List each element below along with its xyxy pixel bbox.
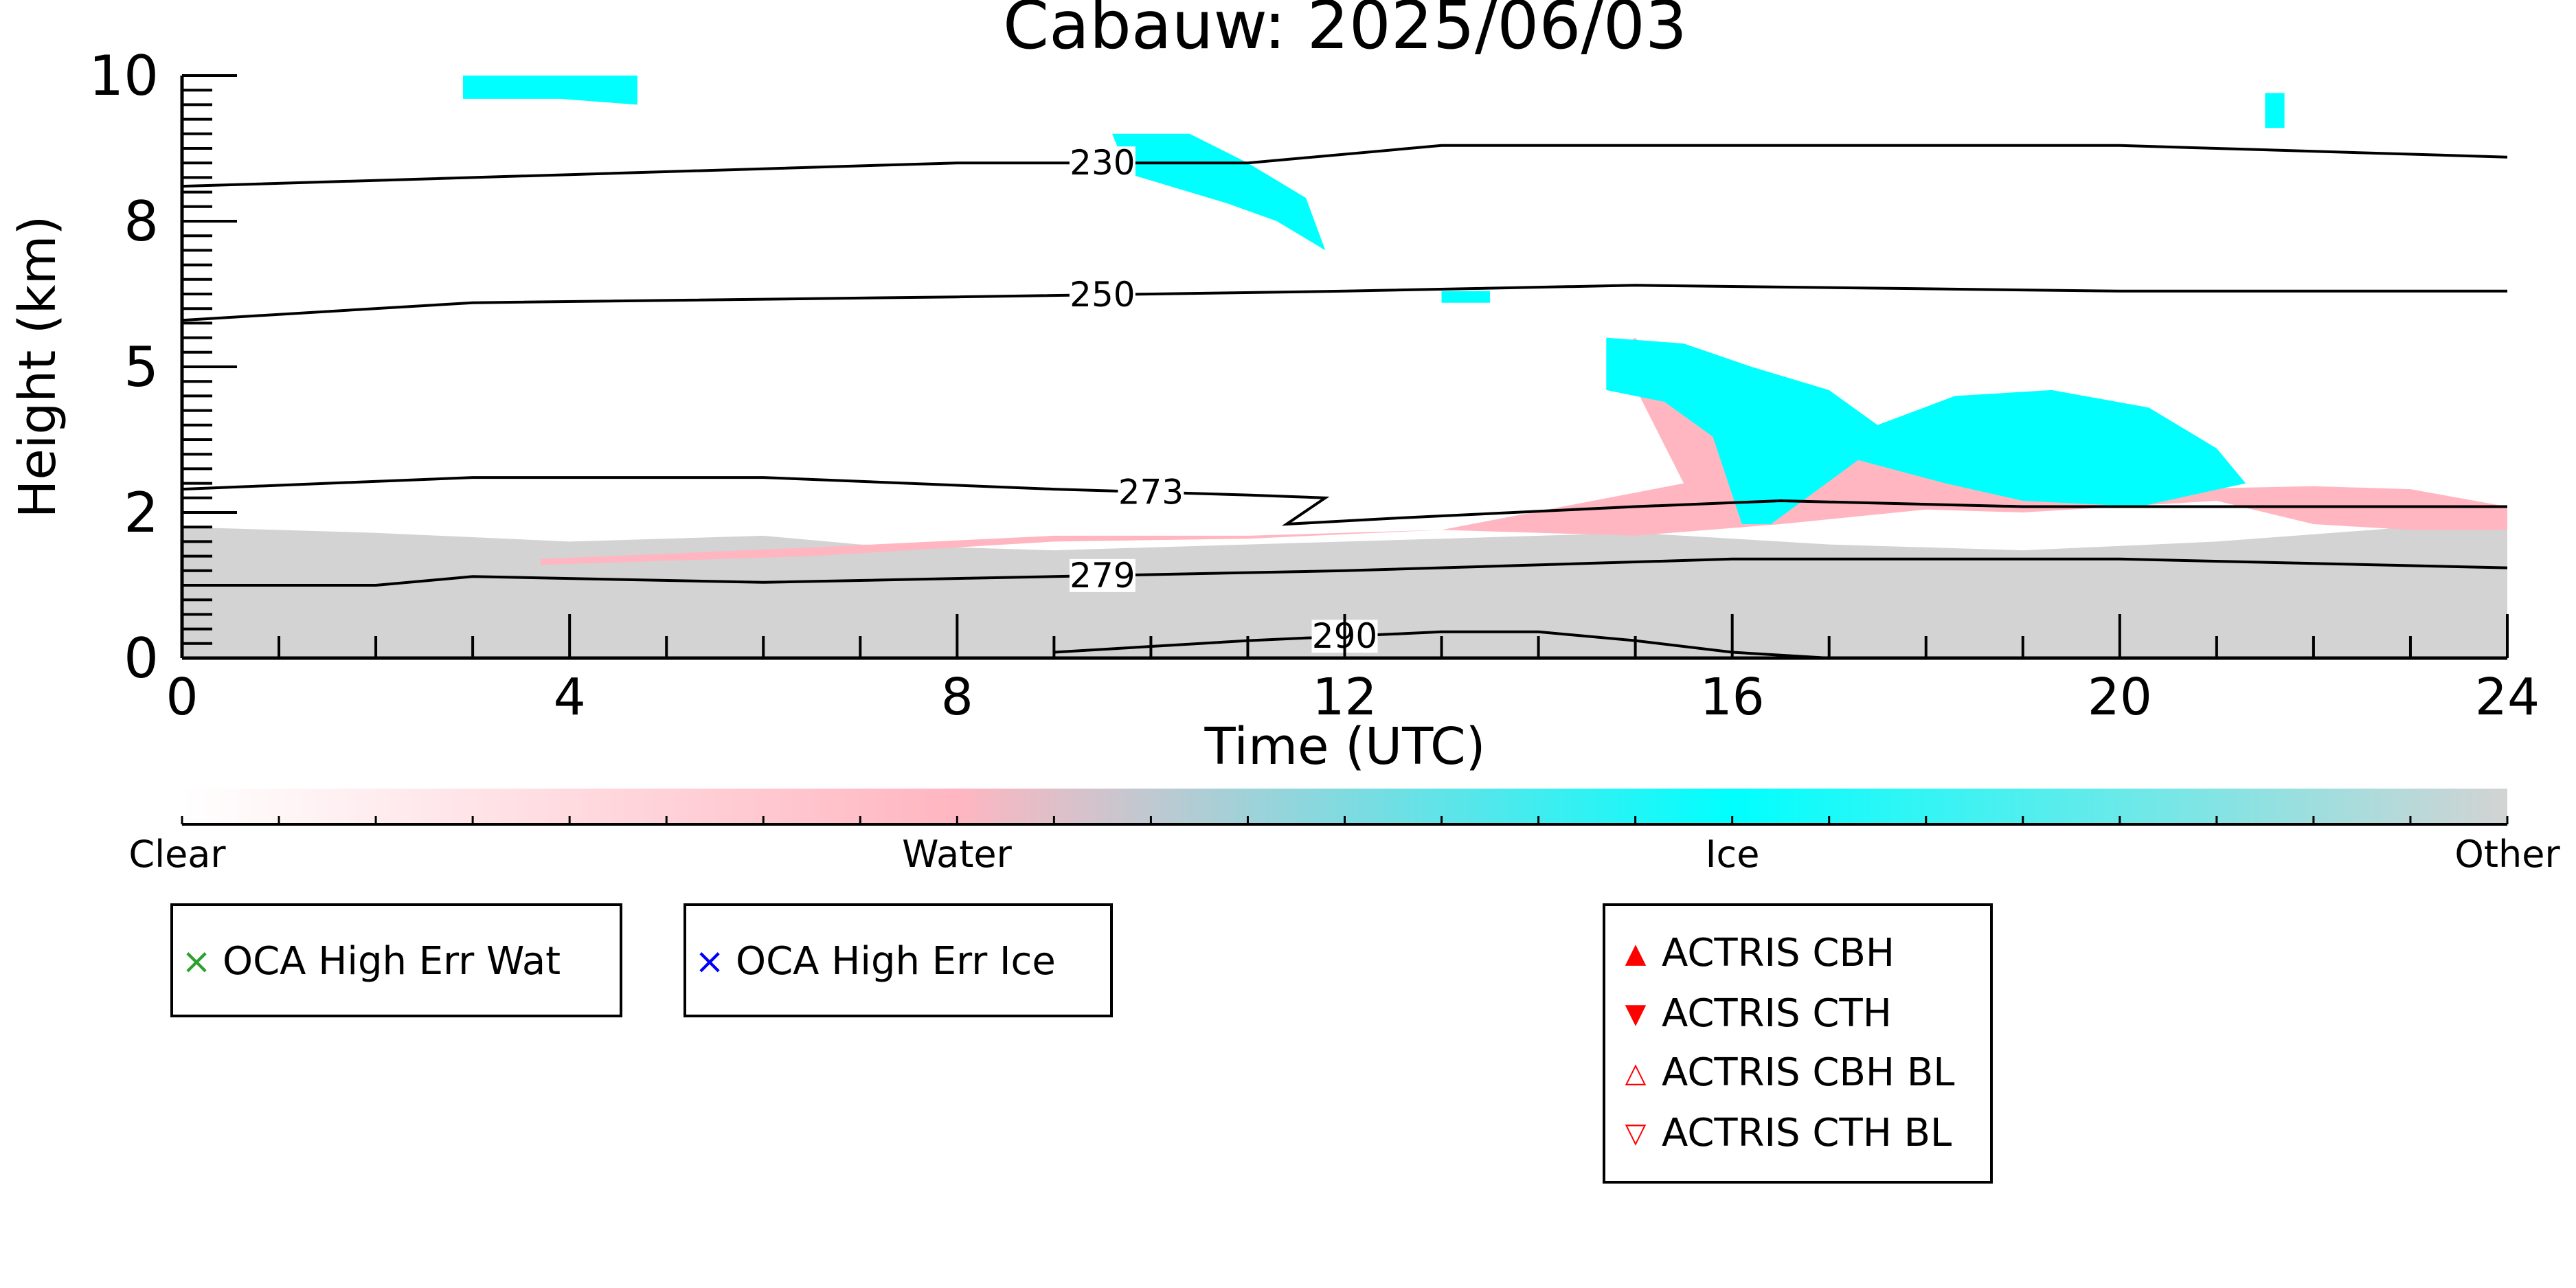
x-tick-label: 16 bbox=[1700, 668, 1765, 727]
legend-label: ACTRIS CTH bbox=[1662, 991, 1892, 1036]
contour-label-273: 273 bbox=[1118, 472, 1184, 512]
legend-oca-water: × OCA High Err Wat bbox=[170, 903, 622, 1017]
contour-label-279: 279 bbox=[1070, 556, 1135, 596]
legend-label: ACTRIS CTH BL bbox=[1662, 1111, 1952, 1155]
legend-item-actris-cth: ▼ ACTRIS CTH bbox=[1619, 991, 1892, 1036]
x-tick-label: 12 bbox=[1312, 668, 1377, 727]
triangle-down-filled-icon: ▼ bbox=[1625, 997, 1647, 1030]
x-tick-label: 24 bbox=[2475, 668, 2540, 727]
triangle-down-outline-icon: ▽ bbox=[1625, 1117, 1647, 1149]
chart-title: Cabauw: 2025/06/03 bbox=[1003, 0, 1687, 64]
y-tick-label: 8 bbox=[124, 190, 159, 253]
colorbar-label-other: Other bbox=[2454, 833, 2560, 876]
y-tick-label: 2 bbox=[124, 481, 159, 545]
legend-oca-ice: × OCA High Err Ice bbox=[683, 903, 1113, 1017]
y-tick-label: 5 bbox=[124, 335, 159, 399]
triangle-up-outline-icon: △ bbox=[1625, 1057, 1647, 1089]
region-cirrus-fall-2 bbox=[1606, 337, 2246, 524]
legend-label: ACTRIS CBH bbox=[1662, 931, 1895, 975]
region-cirrus-patch-5 bbox=[1441, 291, 1491, 303]
contour-label-bg-230 bbox=[1069, 146, 1136, 180]
colorbar-label-clear: Clear bbox=[128, 833, 226, 876]
contour-label-bg-250 bbox=[1069, 278, 1136, 312]
contour-279 bbox=[182, 557, 2508, 587]
cross-marker-icon: × bbox=[181, 940, 212, 982]
legend-label: ACTRIS CBH BL bbox=[1662, 1050, 1955, 1095]
y-tick-label: 10 bbox=[89, 44, 159, 108]
legend-item-actris-cbh-bl: △ ACTRIS CBH BL bbox=[1619, 1050, 1955, 1095]
x-tick-label: 4 bbox=[554, 668, 586, 727]
region-cirrus-small-6 bbox=[2265, 93, 2285, 128]
legend-label: OCA High Err Ice bbox=[736, 939, 1056, 984]
x-tick-label: 8 bbox=[941, 668, 973, 727]
x-tick-label: 0 bbox=[166, 668, 198, 727]
region-cirrus-high-3 bbox=[1112, 133, 1326, 251]
y-axis-ticks: 0 2 5 8 10 bbox=[89, 44, 237, 690]
region-cirrus-top-4 bbox=[463, 76, 637, 105]
contour-label-bg-273 bbox=[1118, 475, 1184, 509]
contour-label-bg-279 bbox=[1069, 558, 1136, 592]
colorbar-ticks bbox=[181, 816, 2509, 824]
colorbar-label-water: Water bbox=[902, 833, 1012, 876]
cross-marker-icon: × bbox=[694, 940, 725, 982]
legend-item-actris-cth-bl: ▽ ACTRIS CTH BL bbox=[1619, 1111, 1952, 1155]
legend-item-actris-cbh: ▲ ACTRIS CBH bbox=[1619, 931, 1895, 975]
contour-273 bbox=[181, 476, 2507, 526]
contour-label-230: 230 bbox=[1070, 143, 1135, 183]
classification-field bbox=[182, 76, 2508, 658]
contour-label-250: 250 bbox=[1070, 275, 1135, 315]
legend-actris: ▲ ACTRIS CBH ▼ ACTRIS CTH △ ACTRIS CBH B… bbox=[1603, 903, 1993, 1184]
legend-label: OCA High Err Wat bbox=[223, 939, 561, 984]
region-low-water-1 bbox=[540, 337, 2508, 565]
y-tick-label: 0 bbox=[124, 626, 159, 690]
x-axis-ticks: 0 4 8 12 16 20 24 bbox=[166, 614, 2540, 727]
triangle-up-filled-icon: ▲ bbox=[1625, 937, 1647, 969]
colorbar-label-ice: Ice bbox=[1706, 833, 1760, 876]
contour-250 bbox=[181, 284, 2507, 322]
x-tick-label: 20 bbox=[2088, 668, 2152, 727]
y-axis-label: Height (km) bbox=[8, 216, 67, 519]
contour-230 bbox=[181, 144, 2508, 188]
x-axis-label: Time (UTC) bbox=[1204, 717, 1485, 776]
